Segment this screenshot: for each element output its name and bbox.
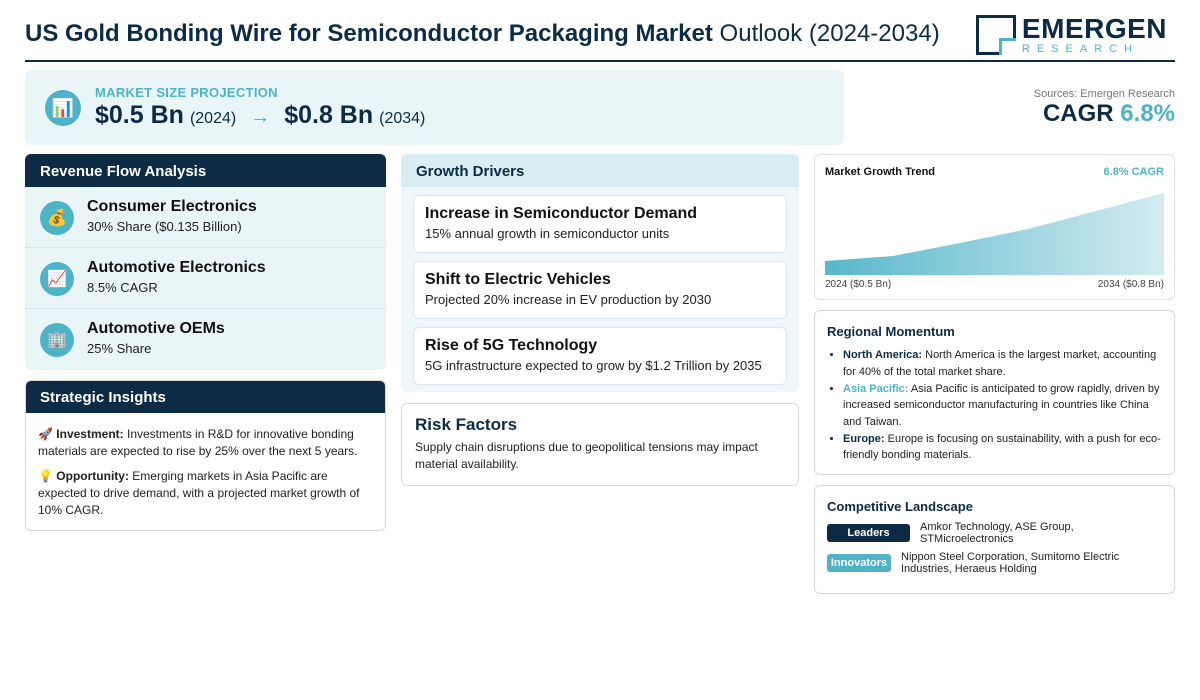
region-name: Asia Pacific: bbox=[843, 382, 909, 395]
risk-factors-card: Risk Factors Supply chain disruptions du… bbox=[401, 403, 799, 486]
revenue-item: 💰 Consumer Electronics 30% Share ($0.135… bbox=[25, 187, 386, 248]
revenue-item: 🏢 Automotive OEMs 25% Share bbox=[25, 309, 386, 370]
driver-item: Rise of 5G Technology 5G infrastructure … bbox=[413, 327, 787, 385]
region-text: Asia Pacific is anticipated to grow rapi… bbox=[843, 382, 1160, 428]
trend-title: Market Growth Trend bbox=[825, 166, 936, 178]
lightbulb-icon: 💡 bbox=[38, 469, 53, 483]
building-icon: 🏢 bbox=[40, 323, 74, 357]
emergen-logo: EMERGEN RESEARCH bbox=[975, 13, 1167, 56]
competitive-landscape-card: Competitive Landscape Leaders Amkor Tech… bbox=[814, 485, 1175, 594]
driver-name: Shift to Electric Vehicles bbox=[425, 271, 611, 288]
region-name: North America: bbox=[843, 349, 923, 361]
revenue-item-name: Automotive OEMs bbox=[87, 320, 225, 337]
money-bag-icon: 💰 bbox=[40, 201, 74, 235]
driver-item: Increase in Semiconductor Demand 15% ann… bbox=[413, 195, 787, 253]
region-item: Europe: Europe is focusing on sustainabi… bbox=[843, 431, 1163, 464]
header: US Gold Bonding Wire for Semiconductor P… bbox=[25, 12, 1175, 62]
revenue-item-name: Consumer Electronics bbox=[87, 198, 257, 215]
risk-factors-title: Risk Factors bbox=[415, 415, 518, 434]
region-item: North America: North America is the larg… bbox=[843, 347, 1163, 380]
insight-item: 🚀 Investment: Investments in R&D for inn… bbox=[26, 426, 385, 460]
projection-values: $0.5 Bn (2024) → $0.8 Bn (2034) bbox=[95, 101, 425, 130]
logo-mark-icon bbox=[975, 15, 1016, 55]
risk-factors-text: Supply chain disruptions due to geopolit… bbox=[415, 440, 758, 471]
revenue-flow-card: Revenue Flow Analysis 💰 Consumer Electro… bbox=[25, 154, 386, 370]
revenue-item-sub: 8.5% CAGR bbox=[87, 280, 158, 295]
growth-area bbox=[825, 193, 1164, 275]
revenue-item-sub: 25% Share bbox=[87, 341, 152, 356]
region-item: Asia Pacific: Asia Pacific is anticipate… bbox=[843, 381, 1163, 431]
projection-label: MARKET SIZE PROJECTION bbox=[95, 85, 278, 100]
competitive-landscape-title: Competitive Landscape bbox=[827, 499, 973, 514]
end-year: (2034) bbox=[379, 110, 426, 127]
regional-list: North America: North America is the larg… bbox=[843, 347, 1163, 464]
driver-sub: 15% annual growth in semiconductor units bbox=[425, 226, 670, 241]
arrow-right-icon: → bbox=[250, 106, 271, 128]
insight-item: 💡 Opportunity: Emerging markets in Asia … bbox=[26, 468, 385, 519]
start-value: $0.5 Bn bbox=[95, 101, 184, 129]
insight-label: Opportunity: bbox=[56, 469, 129, 483]
strategic-insights-card: Strategic Insights 🚀 Investment: Investm… bbox=[25, 380, 386, 531]
innovators-badge: Innovators bbox=[827, 554, 891, 572]
regional-momentum-card: Regional Momentum North America: North A… bbox=[814, 310, 1175, 475]
cagr-value: 6.8% bbox=[1120, 100, 1175, 127]
insight-label: Investment: bbox=[56, 427, 124, 441]
trend-cagr: 6.8% CAGR bbox=[1103, 166, 1164, 178]
revenue-item-sub: 30% Share ($0.135 Billion) bbox=[87, 219, 242, 234]
logo-main-text: EMERGEN bbox=[1021, 13, 1167, 44]
cagr-label: CAGR bbox=[1042, 100, 1114, 127]
start-year: (2024) bbox=[189, 110, 237, 127]
region-text: Europe is focusing on sustainability, wi… bbox=[843, 432, 1161, 462]
revenue-item: 📈 Automotive Electronics 8.5% CAGR bbox=[25, 248, 386, 309]
growth-area-chart bbox=[825, 193, 1164, 275]
driver-name: Increase in Semiconductor Demand bbox=[425, 205, 698, 222]
rocket-icon: 🚀 bbox=[38, 427, 53, 441]
market-size-projection: 📊 MARKET SIZE PROJECTION $0.5 Bn (2024) … bbox=[25, 70, 844, 145]
trend-end-label: 2034 ($0.8 Bn) bbox=[1097, 279, 1164, 290]
revenue-item-name: Automotive Electronics bbox=[87, 259, 266, 276]
driver-item: Shift to Electric Vehicles Projected 20%… bbox=[413, 261, 787, 319]
region-name: Europe: bbox=[843, 432, 885, 445]
growth-drivers-card: Growth Drivers Increase in Semiconductor… bbox=[401, 154, 799, 392]
driver-name: Rise of 5G Technology bbox=[425, 337, 598, 354]
growth-drivers-title: Growth Drivers bbox=[401, 154, 799, 187]
leaders-list: Amkor Technology, ASE Group, STMicroelec… bbox=[920, 521, 1074, 545]
cagr-summary: CAGR 6.8% bbox=[1043, 100, 1175, 128]
insight-text: Emerging markets in Asia Pacific are exp… bbox=[38, 469, 360, 517]
innovators-list: Nippon Steel Corporation, Sumitomo Elect… bbox=[901, 551, 1120, 575]
insight-text: Investments in R&D for innovative bondin… bbox=[38, 427, 358, 458]
revenue-flow-title: Revenue Flow Analysis bbox=[25, 154, 386, 187]
regional-momentum-title: Regional Momentum bbox=[827, 324, 955, 339]
leaders-badge: Leaders bbox=[827, 524, 910, 542]
page-title: US Gold Bonding Wire for Semiconductor P… bbox=[25, 20, 940, 48]
strategic-insights-title: Strategic Insights bbox=[26, 381, 385, 413]
title-bold: US Gold Bonding Wire for Semiconductor P… bbox=[25, 20, 713, 47]
sources-text: Sources: Emergen Research bbox=[1033, 88, 1175, 100]
title-light: Outlook (2024-2034) bbox=[719, 20, 940, 47]
driver-sub: 5G infrastructure expected to grow by $1… bbox=[425, 358, 762, 373]
region-text: North America is the largest market, acc… bbox=[843, 349, 1157, 378]
logo-sub-text: RESEARCH bbox=[1021, 43, 1140, 55]
market-growth-trend-card: Market Growth Trend 6.8% CAGR 2024 ($0.5… bbox=[814, 154, 1175, 300]
bar-chart-icon: 📊 bbox=[45, 90, 81, 126]
trend-start-label: 2024 ($0.5 Bn) bbox=[825, 279, 892, 290]
end-value: $0.8 Bn bbox=[284, 101, 374, 129]
driver-sub: Projected 20% increase in EV production … bbox=[425, 292, 712, 307]
chart-up-icon: 📈 bbox=[40, 262, 74, 296]
